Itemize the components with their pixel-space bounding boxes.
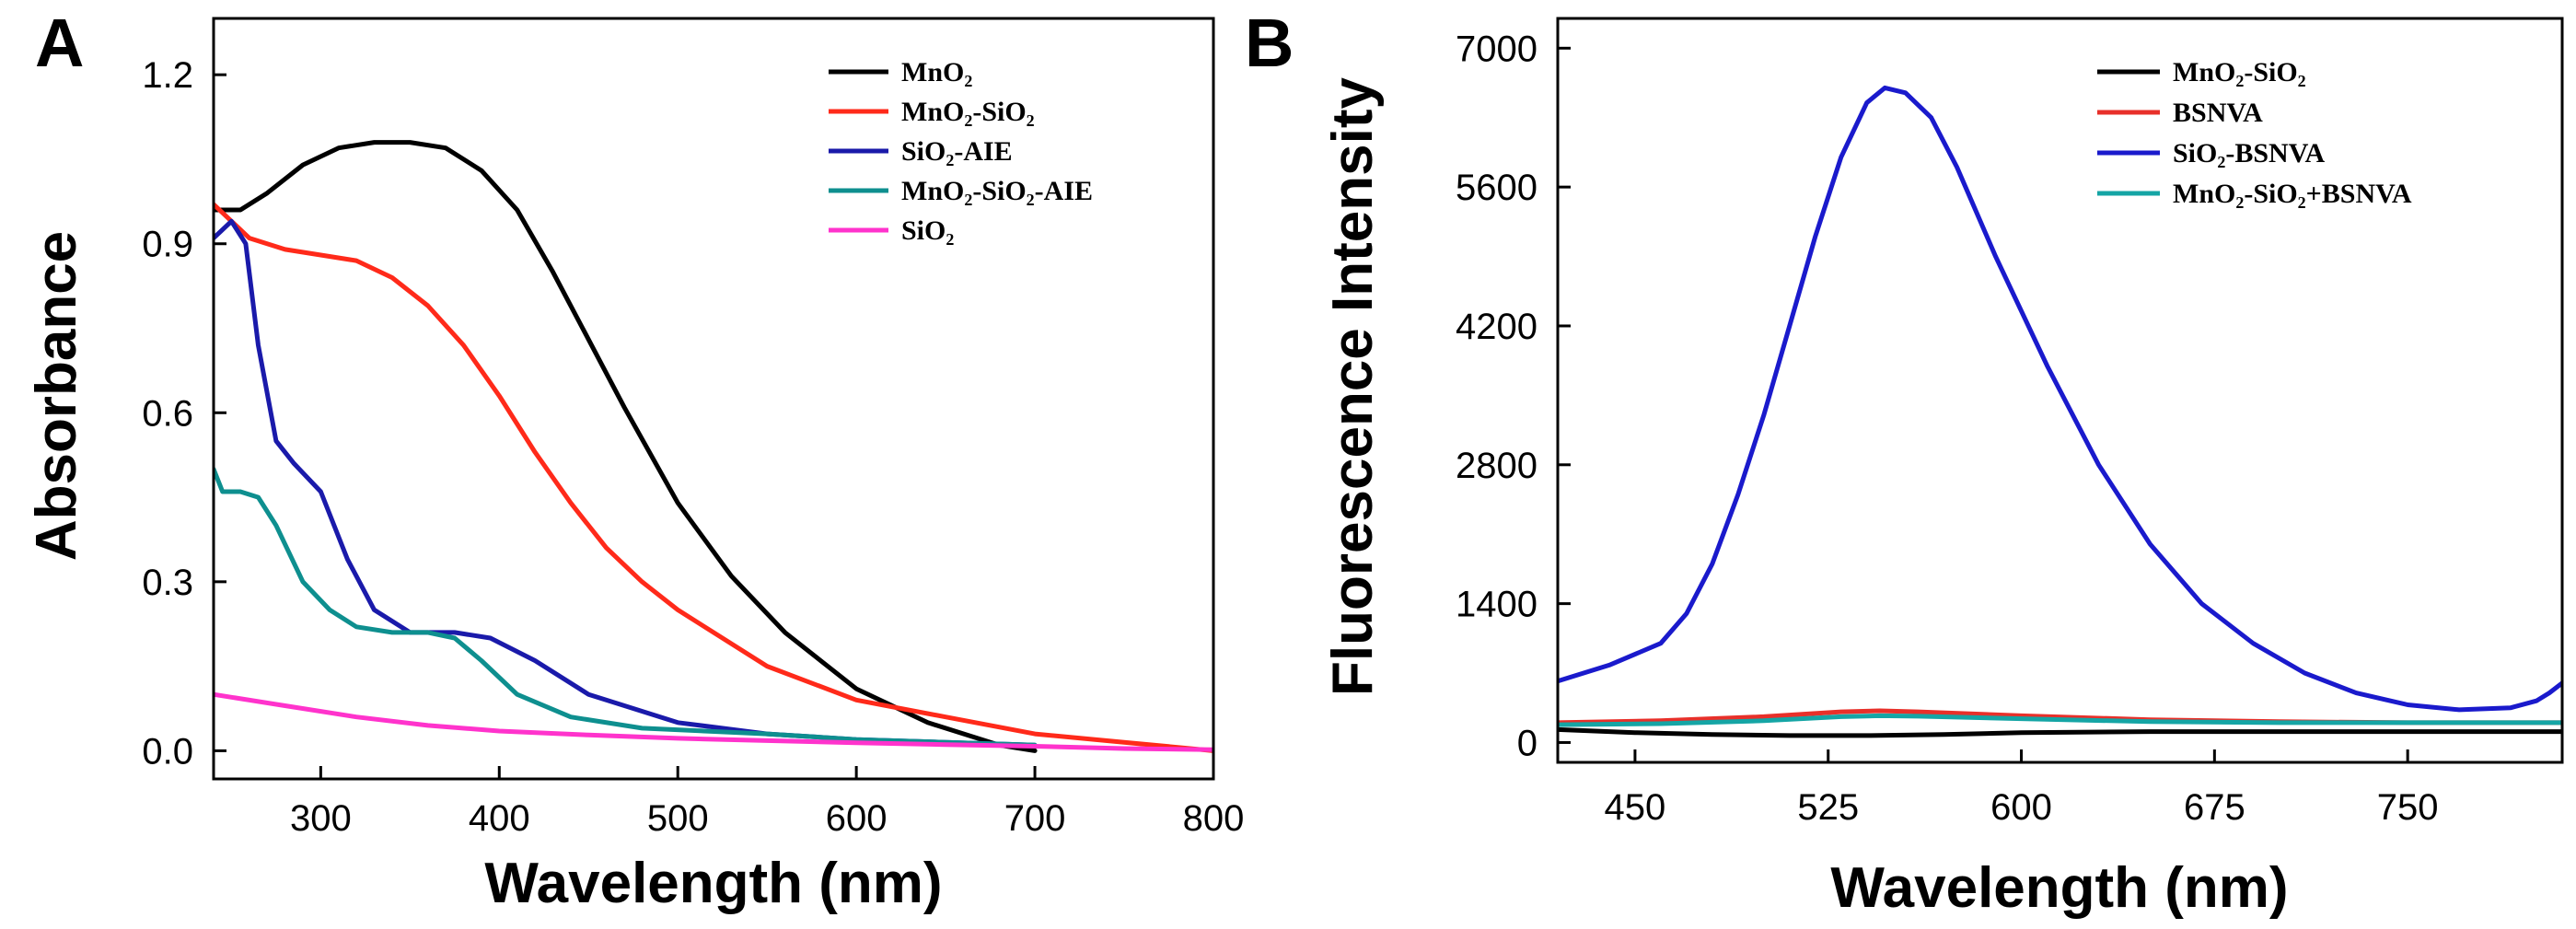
panel-a-x-tick-label: 500: [647, 798, 709, 839]
panel-a: A 300 400 500 600 700 800 0.0 0.3 0.6 0.9 1.2 Wave…: [25, 5, 1244, 915]
panel-b-legend-label: SiO₂-BSNVA: [2173, 138, 2325, 168]
panel-b-legend-label: BSNVA: [2173, 98, 2263, 128]
panel-a-x-tick-label: 700: [1004, 798, 1066, 839]
panel-b-plot-frame: [1556, 17, 2564, 764]
panel-a-series-line-3: [214, 218, 1038, 748]
panel-a-plot-frame: [212, 17, 1215, 781]
panel-a-legend-label: MnO₂: [901, 57, 972, 87]
panel-b-x-tick-label: 600: [1990, 787, 2052, 828]
panel-a-y-axis-title: Absorbance: [25, 231, 88, 561]
panel-b-x-tick-label: 750: [2377, 787, 2439, 828]
panel-b-y-tick-label: 1400: [1456, 585, 1537, 625]
panel-b-series-line-4: [1558, 713, 2562, 727]
panel-a-series-line-5: [214, 691, 1213, 752]
panel-a-y-tick-label: 0.3: [142, 563, 193, 603]
panel-b-y-tick-label: 4200: [1456, 307, 1537, 347]
panel-b-series: [1558, 85, 2562, 738]
panel-a-legend-label: SiO₂: [901, 215, 954, 246]
panel-b-y-tick-label: 2800: [1456, 446, 1537, 486]
panel-b-y-tick-label: 7000: [1456, 29, 1537, 69]
panel-b-x-tick-label: 675: [2184, 787, 2245, 828]
panel-b: B 450 525 600 675 750 0 1400 2800 4200 5600 7000 W…: [1245, 5, 2564, 920]
panel-a-x-tick-label: 300: [290, 798, 352, 839]
panel-b-legend-label: MnO₂-SiO₂: [2173, 57, 2306, 87]
panel-label-a: A: [35, 5, 84, 81]
panel-a-series-line-1: [214, 140, 1038, 753]
panel-a-series: [214, 140, 1213, 753]
panel-a-series-line-2: [214, 202, 1213, 753]
panel-a-y-tick-label: 0.9: [142, 225, 193, 265]
panel-b-series-line-3: [1558, 85, 2562, 713]
panel-label-b: B: [1245, 5, 1294, 81]
panel-b-x-tick-label: 450: [1605, 787, 1666, 828]
panel-a-ticks: 300 400 500 600 700 800 0.0 0.3 0.6 0.9 1.2: [142, 55, 1244, 839]
panel-a-x-tick-label: 800: [1183, 798, 1245, 839]
panel-a-y-tick-label: 0.0: [142, 731, 193, 772]
panel-b-y-tick-label: 5600: [1456, 168, 1537, 208]
panel-a-legend-label: MnO₂-SiO₂-AIE: [901, 176, 1093, 206]
panel-b-x-axis-title: Wavelength (nm): [1830, 856, 2288, 920]
panel-b-series-line-1: [1558, 726, 2562, 738]
panel-a-x-tick-label: 400: [469, 798, 530, 839]
panel-b-legend: MnO₂-SiO₂ BSNVA SiO₂-BSNVA MnO₂-SiO₂+BSNVA: [2097, 57, 2412, 209]
panel-a-x-axis-title: Wavelength (nm): [484, 852, 942, 915]
panel-a-legend: MnO₂ MnO₂-SiO₂ SiO₂-AIE MnO₂-SiO₂-AIE SiO₂: [829, 57, 1093, 246]
panel-b-y-tick-label: 0: [1517, 723, 1537, 763]
panel-b-legend-label: MnO₂-SiO₂+BSNVA: [2173, 179, 2412, 209]
panel-a-series-line-4: [214, 467, 1038, 748]
panel-b-ticks: 450 525 600 675 750 0 1400 2800 4200 5600 7000: [1456, 29, 2439, 828]
panel-a-x-tick-label: 600: [826, 798, 888, 839]
panel-a-legend-label: SiO₂-AIE: [901, 136, 1013, 167]
panel-b-x-tick-label: 525: [1797, 787, 1859, 828]
panel-a-y-tick-label: 0.6: [142, 393, 193, 434]
panel-b-y-axis-title: Fluorescence Intensity: [1321, 77, 1385, 696]
panel-a-legend-label: MnO₂-SiO₂: [901, 97, 1035, 127]
panel-a-y-tick-label: 1.2: [142, 55, 193, 96]
